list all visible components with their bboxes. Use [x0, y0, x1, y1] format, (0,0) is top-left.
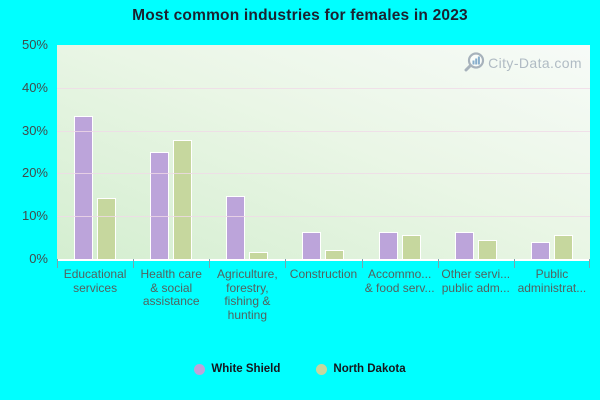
axis-tick — [209, 259, 210, 268]
category-label: Educational services — [57, 267, 133, 322]
gridline — [57, 173, 590, 175]
x-axis-ticks — [57, 259, 590, 268]
gridline — [57, 216, 590, 218]
gridline — [57, 130, 590, 132]
bar-north-dakota — [401, 234, 421, 259]
legend-item: North Dakota — [316, 363, 406, 375]
magnifier-bars-icon — [463, 51, 486, 74]
category-label: Agriculture, forestry, fishing & hunting — [209, 267, 285, 322]
category-label-line: public adm... — [441, 280, 510, 295]
axis-tick — [133, 259, 134, 268]
y-tick-label: 50% — [21, 37, 48, 52]
category-label: Health care & social assistance — [133, 267, 209, 322]
bar-north-dakota — [249, 251, 269, 259]
watermark: City-Data.com — [463, 51, 582, 74]
bar-white-shield — [74, 115, 94, 259]
category-label: Accommo... & food serv... — [362, 267, 438, 322]
category-label-line: Other servi... — [441, 267, 511, 281]
bar-group — [133, 45, 209, 259]
bar-white-shield — [226, 195, 246, 259]
bar-group — [438, 45, 514, 259]
category-label-line: Accommo... — [367, 267, 432, 281]
y-tick-label: 40% — [21, 79, 48, 95]
category-label-line: Health care — [140, 267, 202, 281]
legend-label: North Dakota — [333, 363, 406, 375]
legend-label: White Shield — [211, 363, 281, 375]
plot-area: City-Data.com — [57, 45, 590, 261]
category-label: Other servi... public adm... — [438, 267, 514, 322]
bar-white-shield — [150, 152, 170, 259]
category-label-line: services — [73, 280, 118, 295]
bar-group — [209, 45, 285, 259]
bar-groups — [57, 45, 590, 259]
axis-tick — [589, 259, 590, 268]
bar-white-shield — [378, 231, 398, 259]
bar-white-shield — [530, 241, 550, 259]
legend: White Shield North Dakota — [0, 363, 600, 375]
bar-north-dakota — [173, 140, 193, 259]
category-label-line: forestry, — [226, 280, 269, 295]
watermark-text: City-Data.com — [488, 54, 582, 71]
bar-white-shield — [454, 232, 474, 259]
category-label: Public administrat... — [514, 267, 590, 322]
category-label-line: administrat... — [517, 280, 587, 295]
y-tick-label: 30% — [21, 122, 48, 138]
bar-group — [57, 45, 133, 259]
category-label-line: Educational — [63, 267, 127, 281]
axis-tick — [438, 259, 439, 268]
category-label: Construction — [285, 267, 361, 322]
x-axis-labels: Educational services Health care & social as… — [57, 267, 590, 322]
bar-white-shield — [302, 232, 322, 259]
axis-tick — [514, 259, 515, 268]
bar-north-dakota — [97, 197, 117, 259]
gridline — [57, 87, 590, 89]
legend-marker-north-dakota — [316, 363, 328, 375]
chart-title: Most common industries for females in 20… — [132, 7, 468, 24]
category-label-line: assistance — [142, 294, 200, 308]
category-label-line: & food serv... — [364, 280, 435, 295]
axis-tick — [362, 259, 363, 268]
category-label-line: Agriculture, — [217, 267, 278, 281]
category-label-line: & social — [150, 280, 193, 295]
category-label-line: Construction — [289, 267, 358, 281]
legend-item: White Shield — [194, 363, 280, 375]
y-tick-label: 0% — [29, 251, 48, 266]
y-tick-label: 10% — [21, 208, 48, 224]
y-axis: 0% 10% 20% 30% 40% 50% — [0, 37, 52, 266]
category-label-line: Public — [535, 267, 569, 281]
category-label-line: fishing & — [224, 294, 271, 308]
category-label-line: hunting — [227, 307, 268, 322]
bar-group — [285, 45, 361, 259]
bar-group — [514, 45, 590, 259]
bar-north-dakota — [553, 235, 573, 259]
bar-north-dakota — [477, 239, 497, 259]
bar-group — [362, 45, 438, 259]
bar-north-dakota — [325, 250, 345, 259]
axis-tick — [285, 259, 286, 268]
legend-marker-white-shield — [194, 363, 206, 375]
y-tick-label: 20% — [21, 165, 48, 181]
axis-tick — [57, 259, 58, 268]
